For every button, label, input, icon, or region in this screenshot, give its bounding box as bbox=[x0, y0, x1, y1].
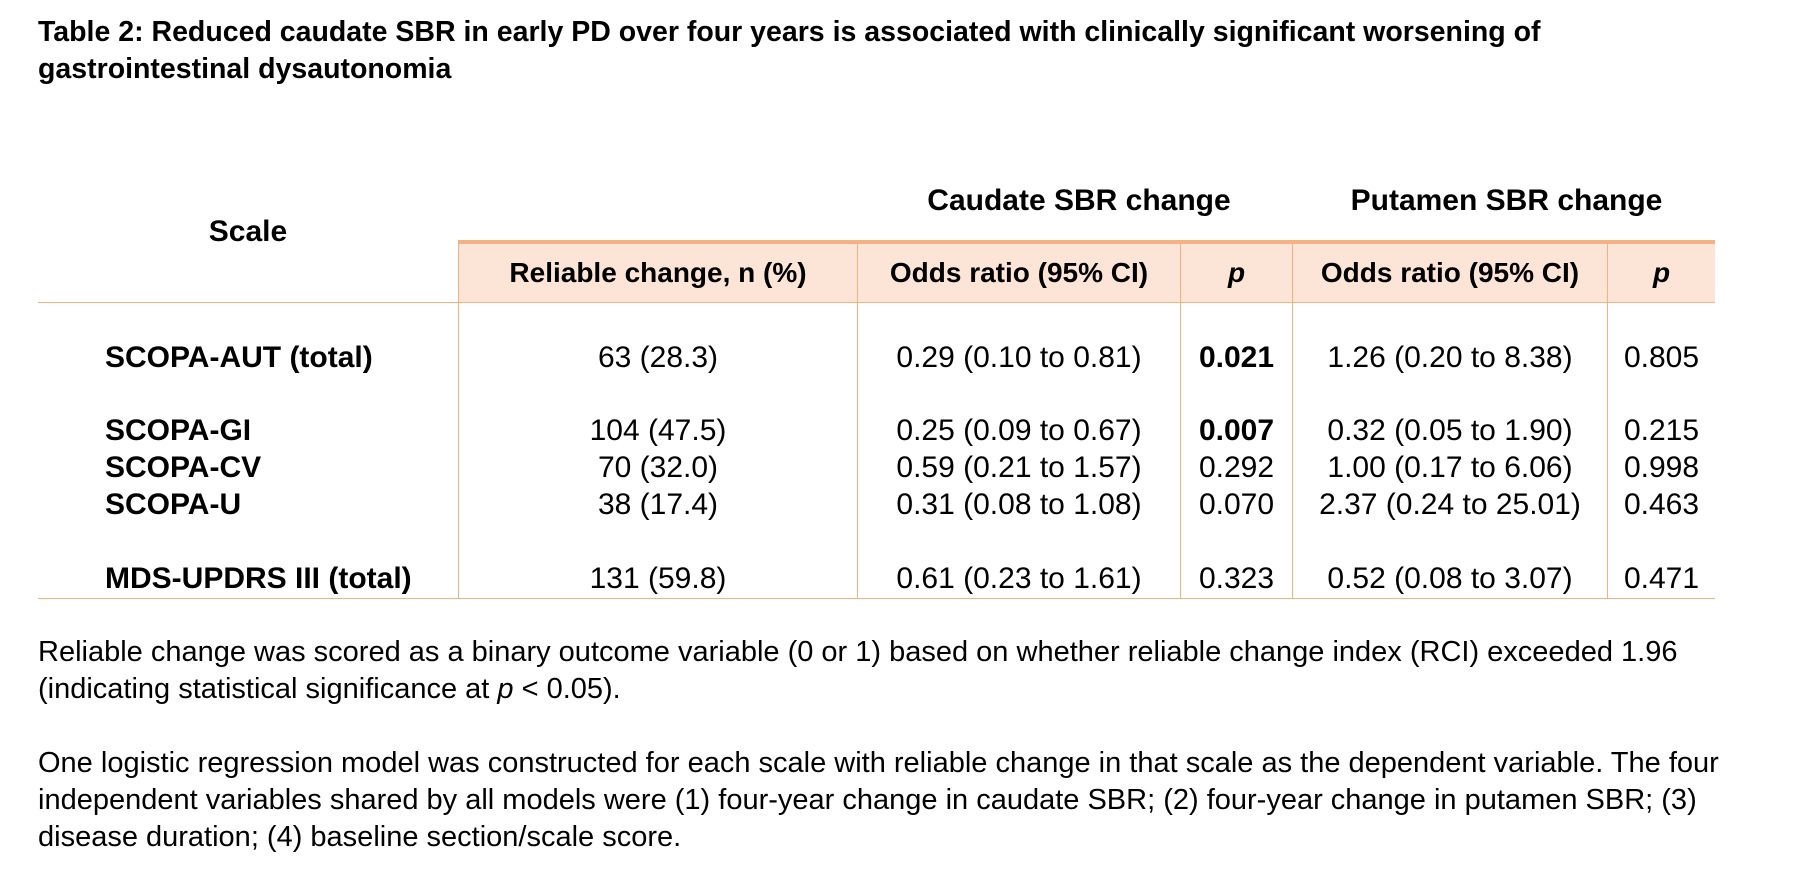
putamen-group-header: Putamen SBR change bbox=[1350, 184, 1663, 217]
column-header-caudate-or: Odds ratio (95% CI) bbox=[889, 257, 1149, 288]
cell-putamen-or: 1.00 (0.17 to 6.06) bbox=[1327, 451, 1573, 484]
column-header-reliable-change: Reliable change, n (%) bbox=[509, 257, 807, 288]
cell-reliable-change: 70 (32.0) bbox=[597, 451, 719, 484]
column-header-putamen-p: p bbox=[1652, 257, 1671, 288]
footnote-text: < 0.05). bbox=[513, 673, 621, 705]
cell-putamen-or: 0.32 (0.05 to 1.90) bbox=[1327, 414, 1573, 447]
cell-putamen-or: 0.52 (0.08 to 3.07) bbox=[1327, 562, 1573, 595]
row-scale-label: SCOPA-CV bbox=[105, 451, 262, 484]
cell-putamen-p: 0.463 bbox=[1623, 488, 1700, 521]
column-divider bbox=[1292, 240, 1293, 599]
cell-caudate-p: 0.292 bbox=[1198, 451, 1275, 484]
cell-caudate-or: 0.25 (0.09 to 0.67) bbox=[896, 414, 1142, 447]
row-scale-label: SCOPA-AUT (total) bbox=[105, 341, 373, 374]
cell-putamen-or: 2.37 (0.24 to 25.01) bbox=[1319, 488, 1581, 521]
cell-putamen-p: 0.805 bbox=[1623, 341, 1700, 374]
cell-caudate-p: 0.070 bbox=[1198, 488, 1275, 521]
cell-reliable-change: 104 (47.5) bbox=[589, 414, 727, 447]
column-divider bbox=[458, 240, 459, 599]
cell-caudate-p: 0.021 bbox=[1198, 341, 1275, 374]
cell-putamen-p: 0.215 bbox=[1623, 414, 1700, 447]
row-scale-label: MDS-UPDRS III (total) bbox=[105, 562, 412, 595]
cell-reliable-change: 63 (28.3) bbox=[597, 341, 719, 374]
row-scale-label: SCOPA-U bbox=[105, 488, 242, 521]
cell-putamen-or: 1.26 (0.20 to 8.38) bbox=[1327, 341, 1573, 374]
cell-reliable-change: 38 (17.4) bbox=[597, 488, 719, 521]
column-header-putamen-or: Odds ratio (95% CI) bbox=[1320, 257, 1580, 288]
column-divider bbox=[1607, 240, 1608, 599]
cell-caudate-or: 0.61 (0.23 to 1.61) bbox=[896, 562, 1142, 595]
caudate-group-header: Caudate SBR change bbox=[927, 184, 1231, 217]
cell-reliable-change: 131 (59.8) bbox=[589, 562, 727, 595]
header-bottom-rule bbox=[38, 302, 1715, 303]
footnote-reliable-change: Reliable change was scored as a binary o… bbox=[38, 634, 1778, 708]
column-divider bbox=[1180, 240, 1181, 599]
column-divider bbox=[857, 240, 858, 599]
table-title: Table 2: Reduced caudate SBR in early PD… bbox=[38, 16, 1541, 85]
cell-caudate-or: 0.59 (0.21 to 1.57) bbox=[896, 451, 1142, 484]
footnote-p-symbol: p bbox=[497, 673, 514, 705]
scale-column-header: Scale bbox=[208, 215, 288, 248]
cell-caudate-p: 0.007 bbox=[1198, 414, 1275, 447]
footnote-model-description: One logistic regression model was constr… bbox=[38, 747, 1719, 853]
column-header-caudate-p: p bbox=[1227, 257, 1246, 288]
cell-putamen-p: 0.998 bbox=[1623, 451, 1700, 484]
table-bottom-rule bbox=[38, 598, 1715, 599]
column-header-band bbox=[459, 240, 1715, 302]
cell-putamen-p: 0.471 bbox=[1623, 562, 1700, 595]
cell-caudate-p: 0.323 bbox=[1198, 562, 1275, 595]
row-scale-label: SCOPA-GI bbox=[105, 414, 252, 447]
cell-caudate-or: 0.29 (0.10 to 0.81) bbox=[896, 341, 1142, 374]
footnote-text: Reliable change was scored as a binary o… bbox=[38, 636, 1678, 705]
cell-caudate-or: 0.31 (0.08 to 1.08) bbox=[896, 488, 1142, 521]
